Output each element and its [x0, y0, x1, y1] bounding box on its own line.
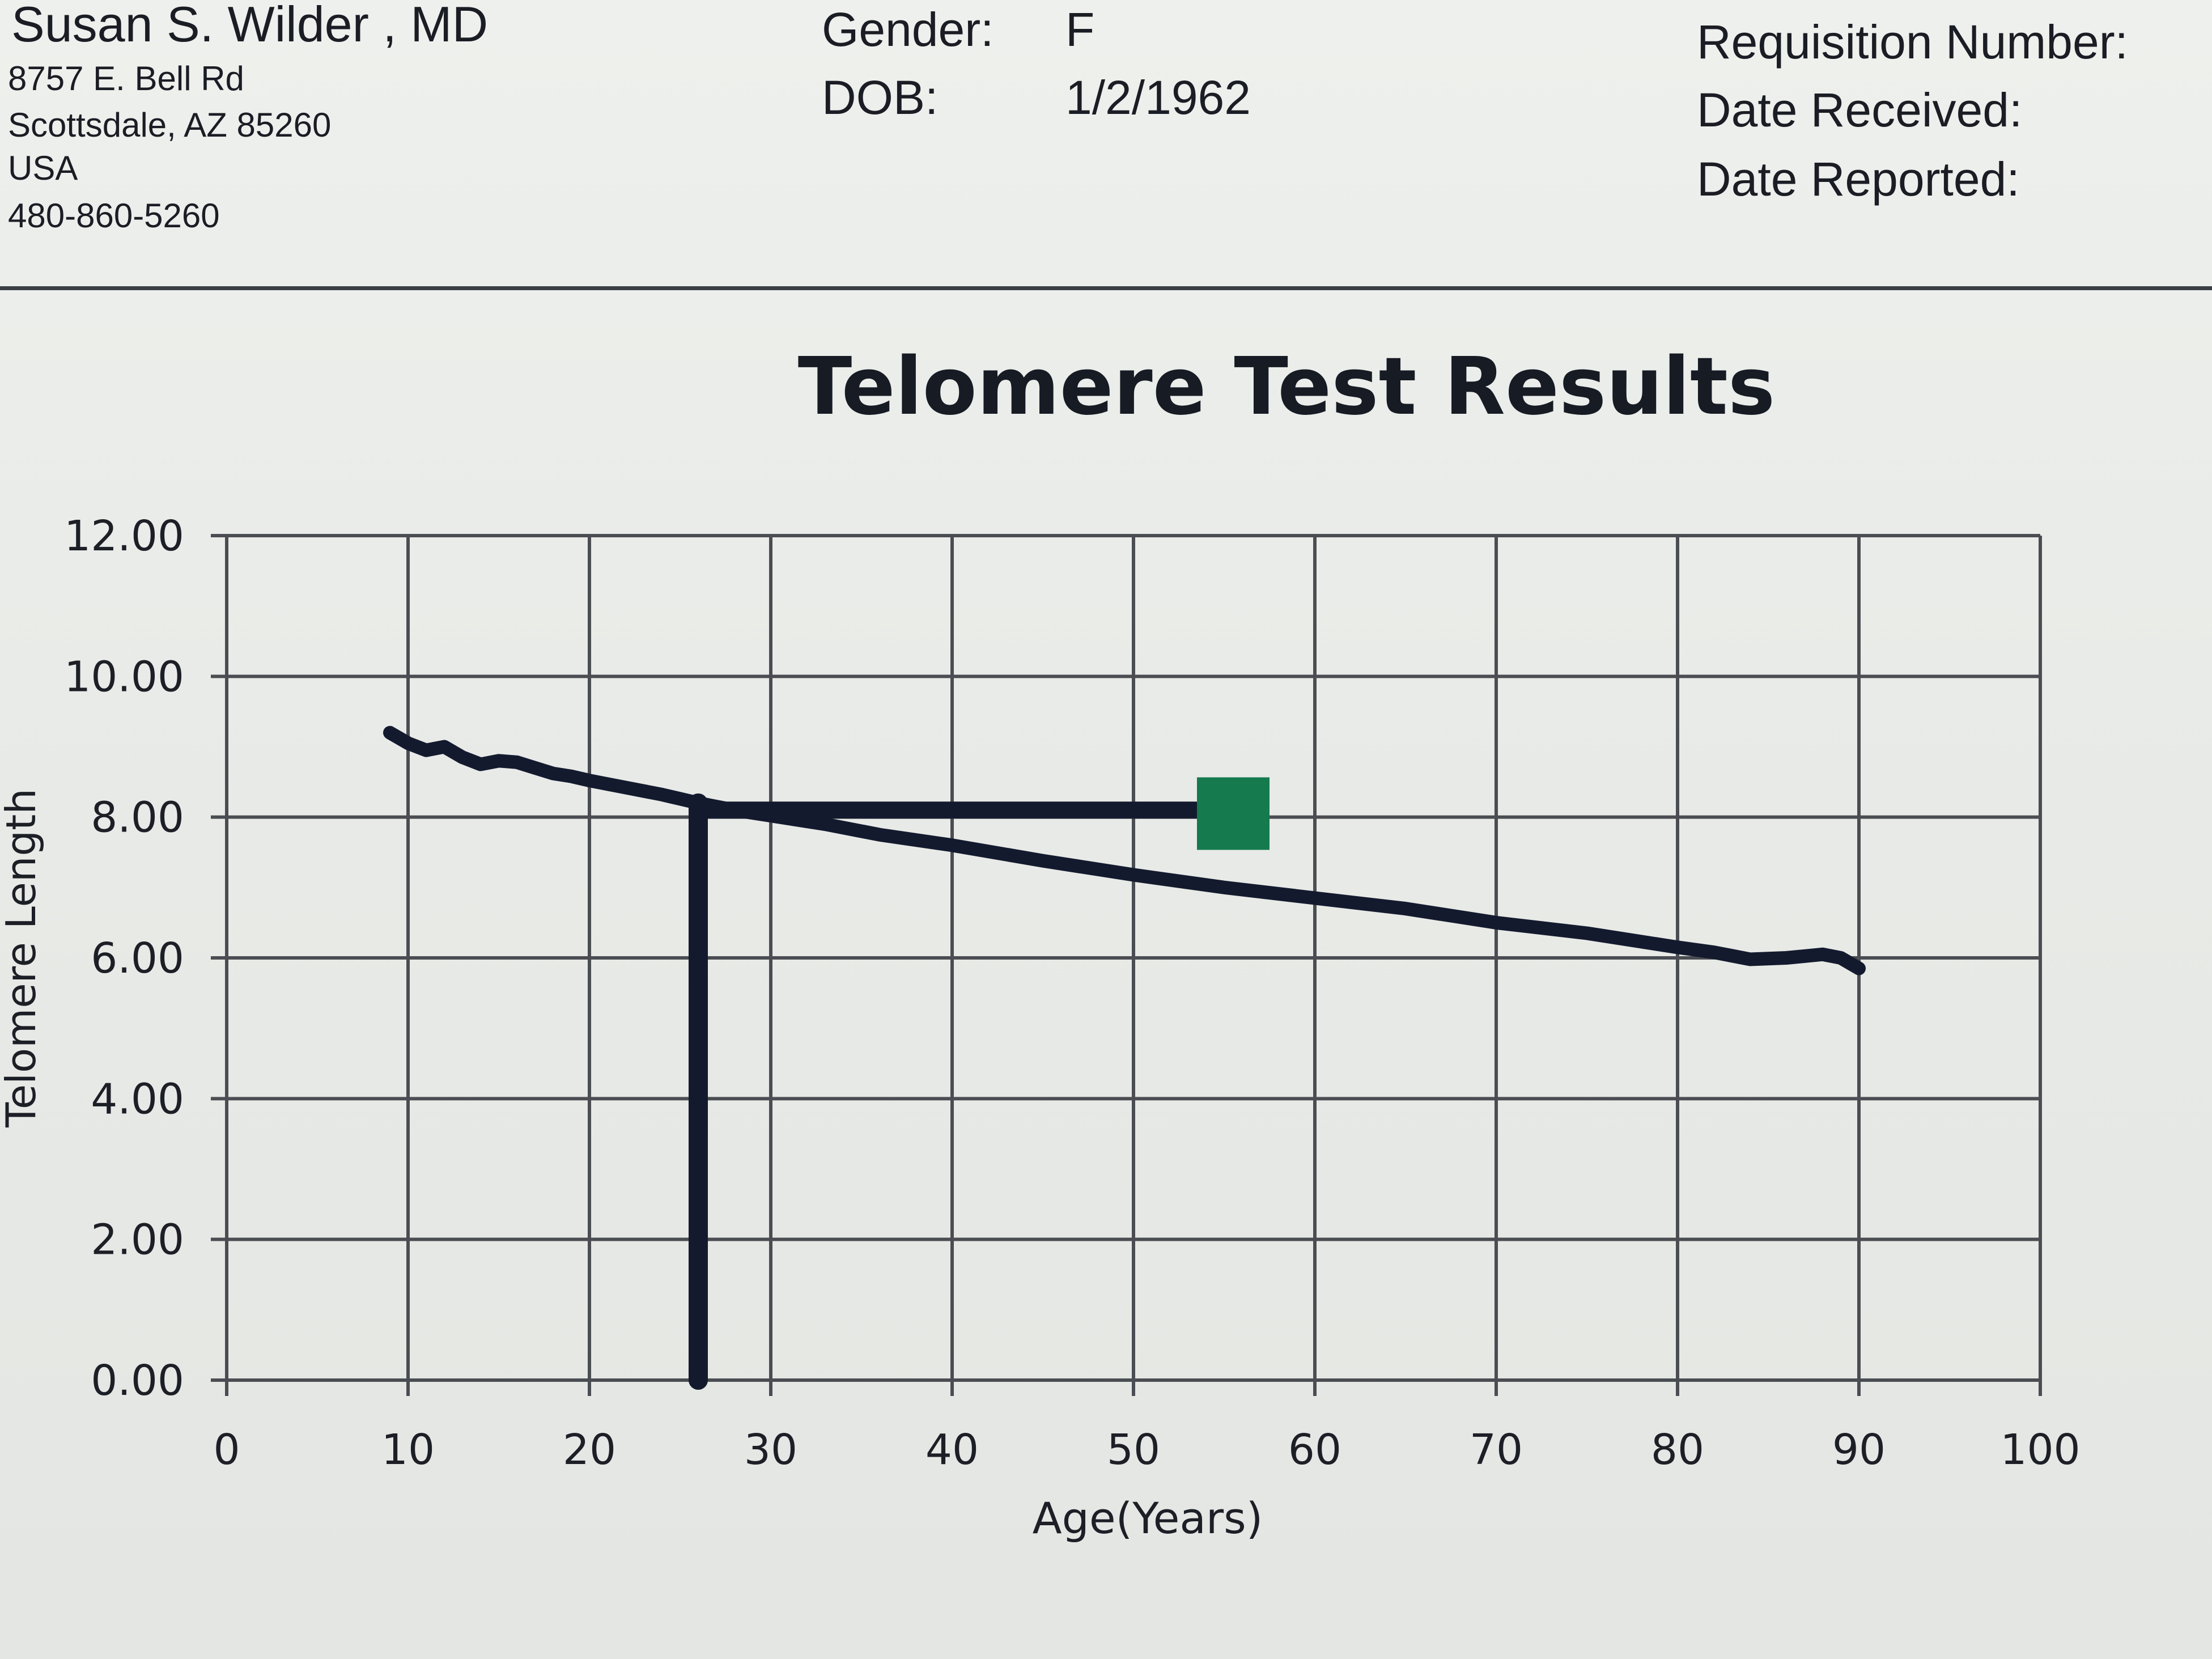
- gender-value: F: [1065, 3, 1095, 56]
- y-tick-label: 2.00: [91, 1216, 184, 1265]
- address-country: USA: [8, 149, 78, 187]
- x-tick-label: 10: [381, 1425, 435, 1474]
- x-tick-label: 60: [1288, 1425, 1341, 1474]
- x-tick-label: 20: [563, 1425, 616, 1474]
- chart-ticks: 0 10 20 30 40 50 60 70 80 90 100 0.00 2.00 4.00 6.00 8.…: [64, 512, 2080, 1474]
- x-tick-label: 90: [1832, 1425, 1886, 1474]
- dob-label: DOB:: [822, 71, 939, 124]
- gender-label: Gender:: [822, 3, 994, 56]
- patient-result-point: [1197, 777, 1270, 850]
- y-tick-label: 8.00: [91, 794, 184, 842]
- address-city: Scottsdale, AZ 85260: [8, 106, 332, 144]
- x-tick-label: 30: [744, 1425, 797, 1474]
- chart-grid: [211, 534, 2042, 1396]
- requisition-number-label: Requisition Number:: [1697, 15, 2129, 69]
- x-tick-label: 50: [1107, 1425, 1160, 1474]
- x-tick-label: 0: [213, 1425, 240, 1474]
- chart-title: Telomere Test Results: [798, 341, 1775, 433]
- physician-name: Susan S. Wilder , MD: [11, 0, 489, 52]
- header-divider: [0, 286, 2212, 290]
- chart-markers: [689, 777, 1270, 1390]
- y-tick-label: 0.00: [91, 1356, 184, 1405]
- reference-series-line: [383, 725, 1866, 975]
- x-tick-label: 100: [2000, 1425, 2080, 1474]
- address-street: 8757 E. Bell Rd: [8, 60, 244, 97]
- dob-value: 1/2/1962: [1065, 71, 1251, 124]
- y-axis-label: Telomere Length: [0, 788, 45, 1128]
- y-tick-label: 10.00: [64, 652, 184, 701]
- phone-number: 480-860-5260: [8, 197, 220, 235]
- chart-series: [383, 725, 1866, 975]
- y-tick-label: 6.00: [91, 934, 184, 983]
- y-tick-label: 12.00: [64, 512, 184, 561]
- date-reported-label: Date Reported:: [1697, 152, 2020, 206]
- y-tick-label: 4.00: [91, 1075, 184, 1123]
- x-axis-label: Age(Years): [1033, 1493, 1263, 1543]
- x-tick-label: 70: [1470, 1425, 1523, 1474]
- date-received-label: Date Received:: [1697, 83, 2023, 137]
- x-tick-label: 80: [1651, 1425, 1704, 1474]
- x-tick-label: 40: [925, 1425, 979, 1474]
